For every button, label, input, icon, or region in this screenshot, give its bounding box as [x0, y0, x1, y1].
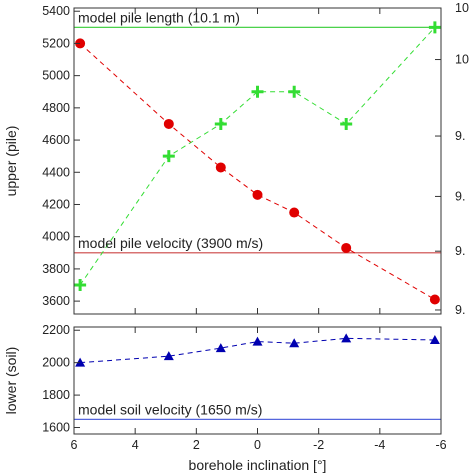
- upper-y-ticks: 3600 3800 4000 4200 4400 4600 4800 5000 5200 5400: [42, 4, 80, 308]
- lower-x-ticks: 6 4 2 0 -2 -4 -6: [71, 327, 447, 452]
- data-point-plus: [428, 21, 441, 34]
- y-tick-label: 2000: [42, 356, 70, 370]
- data-point-triangle: [341, 333, 352, 343]
- data-point-triangle: [75, 357, 86, 367]
- data-point-circle: [289, 207, 300, 218]
- x-tick-label: 0: [254, 438, 261, 452]
- lower-y-axis-label: lower (soil): [3, 347, 19, 415]
- model-pile-velocity-label: model pile velocity (3900 m/s): [78, 235, 263, 251]
- x-tick-label: -6: [435, 438, 446, 452]
- right-y-tick-label: 9.: [455, 303, 465, 317]
- y-tick-label: 3800: [42, 262, 70, 276]
- x-tick-label: -4: [374, 438, 385, 452]
- data-point-triangle: [289, 338, 300, 348]
- y-tick-label: 3600: [42, 294, 70, 308]
- upper-plot-frame: [73, 7, 442, 315]
- model-soil-velocity-label: model soil velocity (1650 m/s): [78, 401, 262, 417]
- lower-series: [75, 333, 440, 367]
- data-point-circle: [429, 294, 440, 305]
- data-point-plus: [288, 85, 301, 98]
- x-tick-label: 6: [71, 438, 78, 452]
- upper-reference-lines: [74, 26, 441, 254]
- series-line-0-0: [79, 43, 436, 300]
- y-tick-label: 1600: [42, 421, 70, 435]
- data-point-plus: [214, 117, 227, 130]
- upper-right-y-ticks: 10 10 9. 9. 9. 9.: [435, 1, 469, 317]
- y-tick-label: 4200: [42, 197, 70, 211]
- data-point-plus: [251, 85, 264, 98]
- right-y-tick-label: 9.: [455, 189, 465, 203]
- y-tick-label: 4800: [42, 101, 70, 115]
- right-y-tick-label: 9.: [455, 129, 465, 143]
- upper-y-axis-label: upper (pile): [3, 126, 19, 197]
- data-point-triangle: [429, 334, 440, 344]
- model-pile-length-label: model pile length (10.1 m): [78, 9, 240, 25]
- upper-x-ticks: [73, 8, 442, 314]
- data-point-plus: [162, 150, 175, 163]
- right-y-tick-label: 9.: [455, 244, 465, 258]
- y-tick-label: 2200: [42, 323, 70, 337]
- y-tick-label: 4400: [42, 165, 70, 179]
- upper-panel: 3600 3800 4000 4200 4400 4600 4800 5000 5200 5400…: [3, 1, 469, 317]
- data-point-circle: [341, 242, 352, 253]
- lower-panel: 1600 1800 2000 2200 6 4 2 0 -2 -4 -6 lower (soil)…: [3, 323, 447, 473]
- y-tick-label: 4600: [42, 133, 70, 147]
- x-axis-label: borehole inclination [°]: [189, 457, 327, 473]
- right-y-tick-label: 10: [455, 53, 469, 67]
- x-tick-label: -2: [313, 438, 324, 452]
- x-tick-label: 2: [193, 438, 200, 452]
- lower-y-ticks: 1600 1800 2000 2200: [42, 323, 80, 435]
- y-tick-label: 1800: [42, 388, 70, 402]
- right-y-tick-label: 10: [455, 1, 469, 15]
- upper-series: [74, 21, 441, 305]
- data-point-circle: [252, 189, 263, 200]
- y-tick-label: 5000: [42, 69, 70, 83]
- data-point-triangle: [215, 343, 226, 353]
- data-point-plus: [340, 117, 353, 130]
- data-point-circle: [75, 38, 86, 49]
- y-tick-label: 5200: [42, 36, 70, 50]
- data-point-circle: [215, 162, 226, 173]
- x-tick-label: 4: [132, 438, 139, 452]
- data-point-plus: [74, 279, 87, 292]
- data-point-triangle: [163, 351, 174, 361]
- data-point-triangle: [252, 336, 263, 346]
- y-tick-label: 5400: [42, 4, 70, 18]
- data-point-circle: [163, 118, 174, 129]
- y-tick-label: 4000: [42, 230, 70, 244]
